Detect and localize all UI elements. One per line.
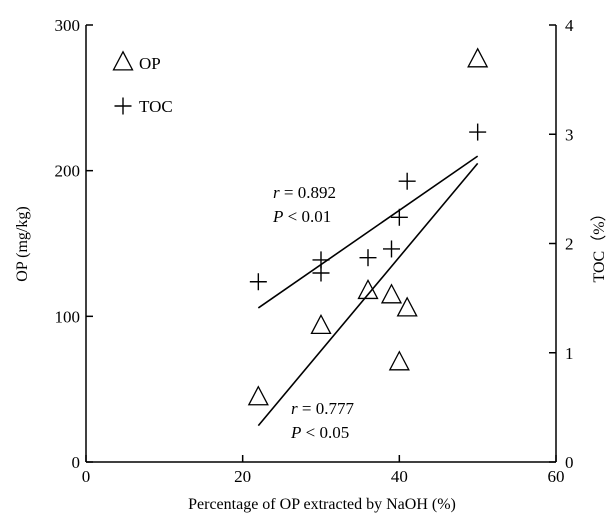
- y-right-tick-label: 3: [565, 125, 574, 144]
- op-point: [388, 350, 410, 371]
- toc-point: [312, 251, 330, 269]
- legend-toc-label: TOC: [139, 97, 173, 116]
- toc-point: [383, 240, 400, 258]
- toc-point: [390, 208, 408, 226]
- op-point: [396, 296, 418, 317]
- op-point: [310, 313, 332, 335]
- y-right-tick-label: 0: [565, 453, 574, 472]
- toc-fit-line: [257, 155, 479, 309]
- toc-point: [398, 172, 416, 190]
- toc-point: [249, 273, 267, 291]
- y-left-tick-label: 0: [72, 453, 81, 472]
- legend-op-label: OP: [139, 54, 161, 73]
- toc-fit-annotation-r: r = 0.892: [273, 183, 336, 202]
- toc-fit-annotation-p: P < 0.01: [272, 207, 331, 226]
- toc-point: [359, 249, 377, 267]
- axes: [85, 25, 557, 463]
- op-point: [357, 278, 379, 300]
- x-tick-label: 20: [234, 467, 251, 486]
- fit-lines: [257, 155, 479, 427]
- x-axis-label: Percentage of OP extracted by NaOH (%): [188, 496, 456, 513]
- op-fit-annotation-r: r = 0.777: [291, 399, 354, 418]
- x-tick-label: 40: [391, 467, 408, 486]
- y-right-tick-label: 1: [565, 344, 574, 363]
- op-point: [247, 385, 269, 406]
- y-left-tick-label: 300: [55, 16, 81, 35]
- y-right-tick-label: 2: [565, 235, 574, 254]
- op-fit-annotation-p: P < 0.05: [290, 423, 349, 442]
- legend: OP TOC: [112, 50, 173, 116]
- y-left-tick-label: 200: [55, 162, 81, 181]
- data-marks: [247, 47, 489, 406]
- y-right-tick-label: 4: [565, 16, 574, 35]
- y-axis-left-label: OP (mg/kg): [14, 206, 31, 281]
- toc-point: [469, 123, 487, 141]
- op-point: [380, 283, 403, 304]
- legend-op-marker: [112, 50, 134, 71]
- y-axis-right-label: TOC（%）: [590, 205, 608, 282]
- op-point: [467, 47, 489, 68]
- x-tick-label: 60: [548, 467, 565, 486]
- op-fit-line: [257, 162, 479, 427]
- x-tick-label: 0: [82, 467, 91, 486]
- legend-toc-marker: [114, 97, 132, 115]
- y-left-tick-label: 100: [55, 307, 81, 326]
